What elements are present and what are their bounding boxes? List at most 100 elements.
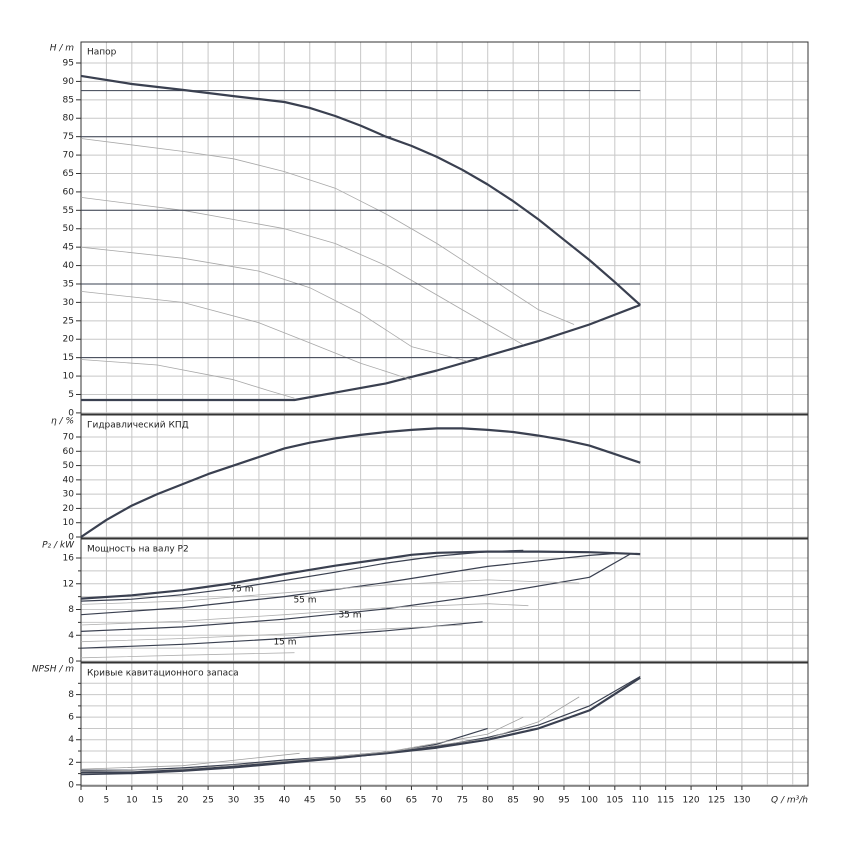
x-tick-label: 5 [104, 796, 110, 806]
curve [80, 553, 631, 632]
panel-title: Гидравлический КПД [87, 421, 189, 431]
x-tick-label: 65 [406, 796, 417, 806]
x-tick-label: 120 [682, 796, 699, 806]
y-axis-label: η / % [51, 417, 74, 427]
curve-label: 15 m [273, 638, 296, 648]
x-tick-label: 130 [733, 796, 750, 806]
y-tick-label: 12 [63, 579, 74, 589]
x-tick-label: 85 [507, 796, 518, 806]
x-tick-label: 10 [126, 796, 138, 806]
x-tick-label: 55 [355, 796, 366, 806]
y-tick-label: 60 [63, 187, 75, 197]
x-tick-label: 125 [708, 796, 725, 806]
y-tick-label: 20 [63, 335, 75, 345]
y-tick-label: 4 [68, 735, 74, 745]
y-tick-label: 50 [63, 461, 75, 471]
y-tick-label: 6 [68, 713, 74, 723]
y-tick-label: 16 [63, 553, 75, 563]
curve-label: 75 m [230, 585, 253, 595]
curve [80, 427, 641, 538]
curve [80, 138, 575, 325]
y-tick-label: 2 [68, 758, 74, 768]
curve [80, 359, 295, 399]
x-tick-label: 90 [533, 796, 545, 806]
panel-title: Мощность на валу P2 [87, 545, 189, 555]
panel-frame [80, 41, 809, 415]
x-tick-label: 100 [581, 796, 598, 806]
curve [80, 624, 463, 643]
x-tick-label: 105 [606, 796, 623, 806]
x-tick-label: 30 [228, 796, 240, 806]
y-tick-label: 10 [63, 372, 75, 382]
y-tick-label: 50 [63, 224, 75, 234]
y-tick-label: 0 [68, 533, 74, 543]
x-tick-label: 80 [482, 796, 494, 806]
y-tick-label: 80 [63, 114, 75, 124]
y-axis-label: H / m [50, 44, 75, 54]
x-axis-label: Q / m³/h [771, 796, 808, 806]
curve-label: 55 m [293, 596, 316, 606]
x-tick-label: 45 [304, 796, 315, 806]
curve [80, 752, 300, 770]
x-tick-label: 25 [202, 796, 213, 806]
curve [80, 549, 524, 602]
y-tick-label: 25 [63, 316, 74, 326]
y-tick-label: 0 [68, 780, 74, 790]
y-tick-label: 45 [63, 243, 74, 253]
panel-title: Кривые кавитационного запаса [87, 669, 239, 679]
y-axis-label: P₂ / kW [42, 541, 75, 551]
curve [81, 303, 641, 402]
x-tick-label: 75 [457, 796, 468, 806]
y-tick-label: 55 [63, 206, 74, 216]
curve [80, 550, 641, 600]
y-tick-label: 10 [63, 518, 75, 528]
y-tick-label: 95 [63, 58, 74, 68]
x-tick-label: 50 [329, 796, 341, 806]
curve [80, 246, 468, 362]
x-tick-label: 95 [558, 796, 569, 806]
x-tick-label: 15 [152, 796, 163, 806]
y-tick-label: 60 [63, 447, 75, 457]
curve [80, 291, 412, 381]
x-tick-label: 35 [253, 796, 264, 806]
x-tick-label: 40 [279, 796, 291, 806]
y-tick-label: 5 [68, 390, 74, 400]
y-tick-label: 40 [63, 475, 75, 485]
y-tick-label: 90 [63, 77, 75, 87]
curve [80, 552, 615, 616]
curve [80, 716, 524, 772]
curve [385, 696, 580, 753]
curve [80, 74, 641, 306]
x-tick-label: 0 [78, 796, 84, 806]
y-tick-label: 40 [63, 261, 75, 271]
curve [80, 652, 295, 659]
y-tick-label: 20 [63, 504, 75, 514]
x-tick-label: 20 [177, 796, 189, 806]
panel-frame [80, 414, 809, 539]
panel-title: Напор [87, 48, 117, 58]
y-tick-label: 30 [63, 490, 75, 500]
curve [80, 579, 580, 605]
y-tick-label: 8 [68, 605, 74, 615]
y-tick-label: 85 [63, 95, 74, 105]
y-tick-label: 70 [63, 433, 75, 443]
x-tick-label: 115 [657, 796, 674, 806]
y-tick-label: 4 [68, 631, 74, 641]
x-tick-label: 70 [431, 796, 443, 806]
y-tick-label: 0 [68, 408, 74, 418]
y-tick-label: 70 [63, 151, 75, 161]
y-tick-label: 75 [63, 132, 74, 142]
y-tick-label: 30 [63, 298, 75, 308]
y-tick-label: 0 [68, 657, 74, 667]
y-tick-label: 65 [63, 169, 74, 179]
panel-frame [80, 662, 809, 787]
y-tick-label: 35 [63, 279, 74, 289]
y-axis-label: NPSH / m [32, 665, 74, 675]
y-tick-label: 8 [68, 690, 74, 700]
curve [80, 621, 483, 649]
x-tick-label: 110 [632, 796, 649, 806]
curve [80, 603, 529, 626]
curve-label: 35 m [338, 611, 361, 621]
curve [80, 197, 524, 346]
